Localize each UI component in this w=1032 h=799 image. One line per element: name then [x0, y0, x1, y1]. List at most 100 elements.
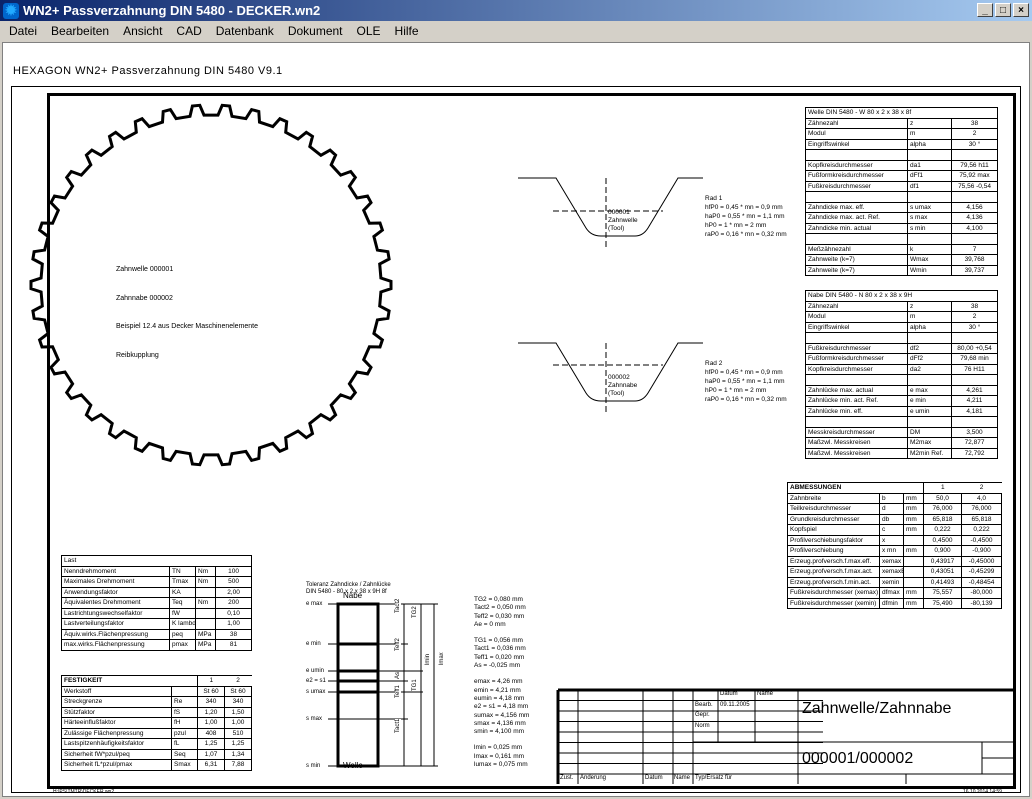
table-cell: 30 ° — [950, 138, 999, 150]
title-block-datum: Datum — [720, 691, 738, 697]
table-cell: da1 — [907, 159, 952, 171]
table-cell: df1 — [907, 180, 952, 192]
tolerance-value: Teff1 = 0,020 mm — [474, 653, 525, 661]
table-cell: Härteeinflußfaktor — [61, 717, 172, 729]
tool-note: (Tool) — [608, 390, 625, 397]
table-cell: 0,41493 — [923, 576, 962, 588]
table-cell: Erzeug.profversch.f.min.act. — [787, 576, 880, 588]
table-cell: 0,43917 — [923, 555, 962, 567]
table-cell: 0,222 — [961, 524, 1002, 536]
table-cell: Messkreisdurchmesser — [805, 426, 908, 438]
table-cell: 80,00 +0,54 — [950, 342, 999, 354]
table-cell: 100 — [214, 565, 253, 577]
table-cell: Wmax — [907, 254, 952, 266]
table-row: Fußformkreisdurchmesser dFf1 75,92 max — [805, 170, 999, 182]
table-cell: 6,31 — [197, 759, 225, 771]
tolerance-value: lumax = 0,075 mm — [474, 761, 528, 769]
menu-hilfe[interactable]: Hilfe — [394, 24, 419, 38]
note-line: Reibkupplung — [116, 351, 159, 359]
drawing-area[interactable]: HEXAGON WN2+ Passverzahnung DIN 5480 V9.… — [2, 42, 1030, 797]
table-cell: max.wirks.Flächenpressung — [61, 639, 170, 651]
table-cell: 79,68 min — [950, 353, 999, 365]
table-cell: Nm — [195, 576, 216, 588]
table-cell: dfmin — [879, 597, 904, 609]
table-cell: 76 H11 — [950, 363, 999, 375]
table-cell: 500 — [214, 576, 253, 588]
tool-type: Zahnwelle — [608, 217, 638, 224]
table-cell: 75,92 max — [950, 170, 999, 182]
minimize-button[interactable]: _ — [977, 3, 993, 17]
menu-bearbeiten[interactable]: Bearbeiten — [51, 24, 110, 38]
table-cell: da2 — [907, 363, 952, 375]
param-line: haP0 = 0,55 * mn = 1,1 mm — [705, 213, 785, 220]
table-cell: Zahnlücke min. act. Ref. — [805, 395, 908, 407]
tolerance-value: As = -0,025 mm — [474, 662, 521, 670]
table-row — [805, 416, 999, 428]
table-row: Fußformkreisdurchmesser dFf2 79,68 min — [805, 353, 999, 365]
table-cell: Grundkreisdurchmesser — [787, 513, 880, 525]
table-cell: Maßzwl. Messkreisen — [805, 447, 908, 459]
menu-ole[interactable]: OLE — [356, 24, 381, 38]
param-line: Rad 1 — [705, 195, 723, 202]
table-row: Zahnweite (k=7) Wmin 39,737 — [805, 264, 999, 276]
table-row: Äquiv.wirks.Flächenpressung peq MPa 38 — [61, 628, 253, 640]
title-block-aenderung: Änderung — [580, 775, 607, 781]
table-cell: 1,20 — [197, 706, 225, 718]
tolerance-title: Toleranz Zahndicke / Zahnlücke DIN 5480 -… — [306, 568, 391, 610]
table-row — [805, 374, 999, 386]
table-cell: s umax — [907, 201, 952, 213]
menu-dokument[interactable]: Dokument — [287, 24, 343, 38]
table-cell: 1,07 — [197, 748, 225, 760]
table-cell — [907, 332, 952, 344]
tolerance-value: lmax = 0,161 mm — [474, 752, 525, 760]
table-cell: pmax — [169, 639, 196, 651]
maximize-button[interactable]: □ — [995, 3, 1011, 17]
column-header: 1 — [923, 482, 962, 494]
table-cell: Zähnezahl — [805, 300, 908, 312]
nabe-label: Nabe — [343, 591, 363, 600]
table-cell: 65,818 — [961, 513, 1002, 525]
menu-datenbank[interactable]: Datenbank — [215, 24, 274, 38]
table-cell — [907, 149, 952, 161]
table-cell: Kopfkreisdurchmesser — [805, 363, 908, 375]
table-cell: Meßzähnezahl — [805, 243, 908, 255]
table-cell: Nm — [195, 597, 216, 609]
param-line: haP0 = 0,55 * mn = 1,1 mm — [705, 378, 785, 385]
table-cell: 50,0 — [923, 492, 962, 504]
menu-bar: Datei Bearbeiten Ansicht CAD Datenbank D… — [0, 21, 1032, 41]
table-cell: s max — [907, 212, 952, 224]
close-button[interactable]: × — [1013, 3, 1029, 17]
table-cell: 75,490 — [923, 597, 962, 609]
menu-datei[interactable]: Datei — [9, 24, 38, 38]
table-cell: 72,877 — [950, 437, 999, 449]
tool-id: 000002 — [608, 374, 630, 381]
table-cell: Zahndicke min. actual — [805, 222, 908, 234]
tolerance-value: smax = 4,136 mm — [474, 719, 526, 727]
table-cell: Zulässige Flächenpressung — [61, 727, 172, 739]
tolerance-value: Tact2 = 0,050 mm — [474, 604, 526, 612]
menu-cad[interactable]: CAD — [176, 24, 202, 38]
table-cell: 3,500 — [950, 426, 999, 438]
table-cell: M2max — [907, 437, 952, 449]
menu-ansicht[interactable]: Ansicht — [123, 24, 163, 38]
table-row: Zahnweite (k=7) Wmax 39,768 — [805, 254, 999, 266]
profile2-label: 000002 Zahnnabe (Tool) — [608, 358, 637, 414]
table-cell: Fußformkreisdurchmesser — [805, 353, 908, 365]
table-cell: Modul — [805, 311, 908, 323]
table-cell: 7,88 — [224, 759, 252, 771]
table-row: Kopfkreisdurchmesser da1 79,56 h11 — [805, 159, 999, 171]
title-block-title: Zahnwelle/Zahnnabe — [802, 700, 952, 717]
table-cell: -0,900 — [961, 545, 1002, 557]
table-title: Last — [60, 555, 253, 567]
table-cell: m — [907, 128, 952, 140]
table-cell: fW — [169, 607, 196, 619]
table-cell: z — [907, 117, 952, 129]
table-row: Profilverschiebungsfaktor x 0,4500 -0,4500 — [787, 534, 1002, 546]
table-cell: fS — [171, 706, 198, 718]
table-cell: 38 — [214, 628, 253, 640]
tool-profile-2 — [518, 342, 703, 413]
table-cell: 2,00 — [214, 586, 253, 598]
table-row: Zähnezahl z 38 — [805, 117, 999, 129]
table-cell: 0,222 — [923, 524, 962, 536]
table-cell: 0,43051 — [923, 566, 962, 578]
